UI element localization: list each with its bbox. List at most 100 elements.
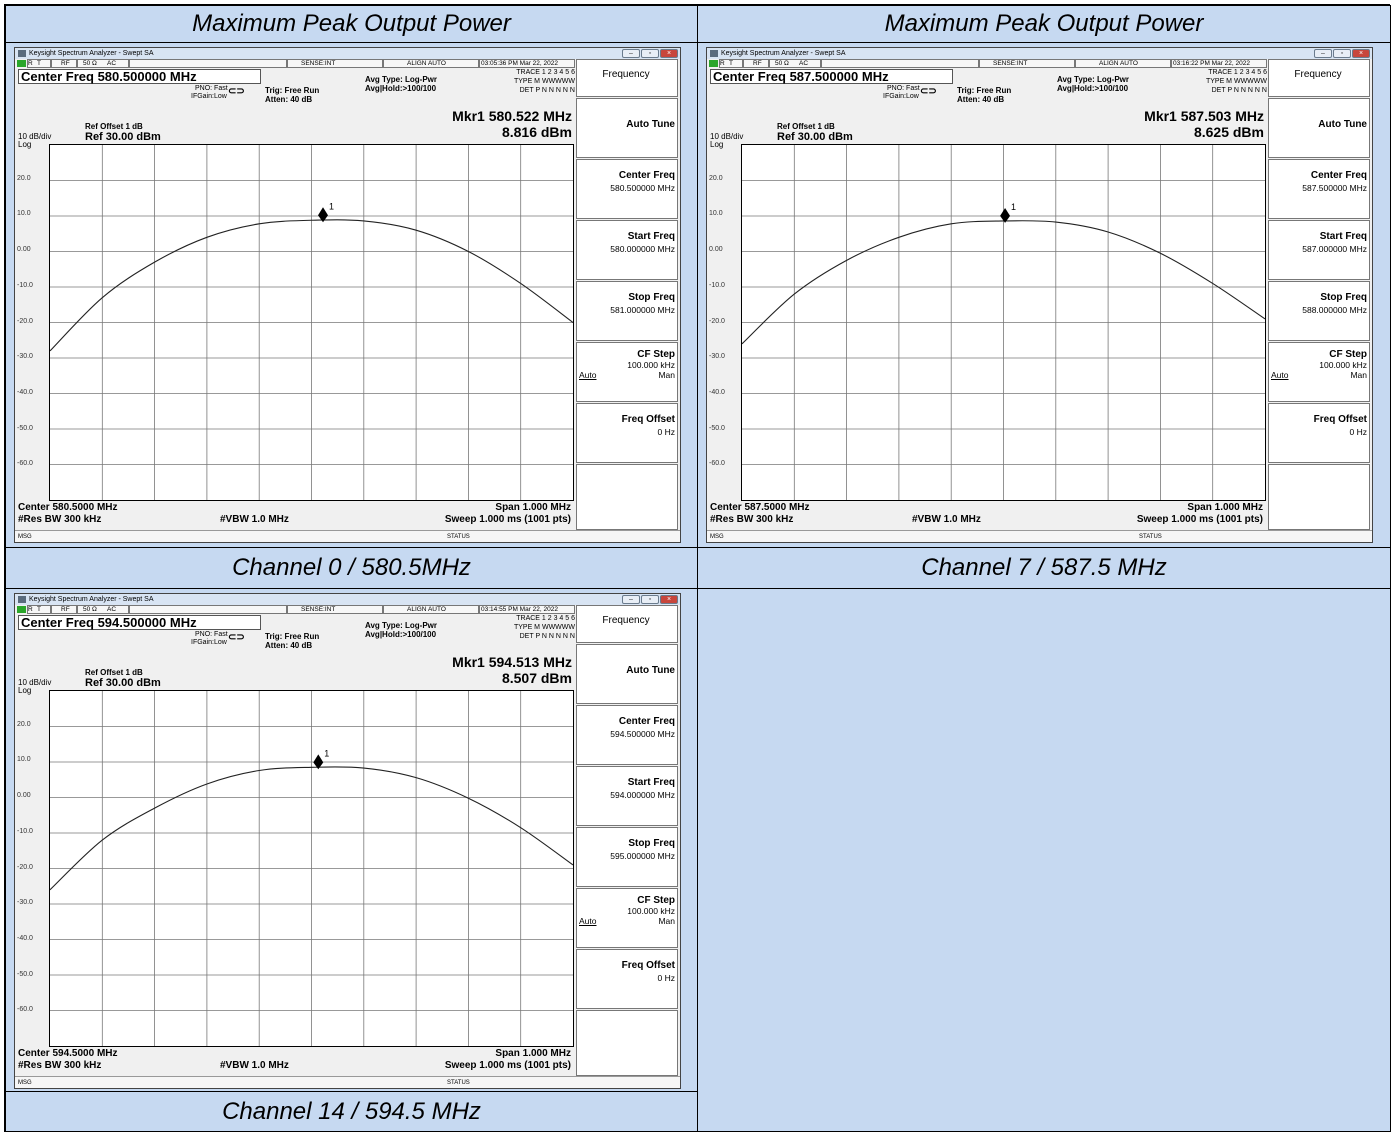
caption-ch7: Channel 7 / 587.5 MHz <box>697 547 1391 589</box>
y-tick-label: 10.0 <box>709 210 723 218</box>
minimize-button[interactable]: – <box>1314 49 1332 58</box>
softkey-panel: Frequency Auto Tune Center Freq 580.50000… <box>576 59 680 531</box>
softkey-start-freq[interactable]: Start Freq 594.000000 MHz <box>576 766 678 826</box>
vbw: #VBW 1.0 MHz <box>220 514 289 525</box>
timestamp: 03:16:22 PM Mar 22, 2022 <box>1173 60 1250 67</box>
marker-amplitude: 8.507 dBm <box>501 670 572 686</box>
softkey-panel: Frequency Auto Tune Center Freq 587.50000… <box>1268 59 1372 531</box>
status-impedance: 50 Ω <box>83 606 97 613</box>
close-button[interactable]: × <box>660 49 678 58</box>
start-freq-value: 580.000000 MHz <box>610 244 675 254</box>
softkey-freq-offset[interactable]: Freq Offset 0 Hz <box>576 949 678 1009</box>
cf-man-option[interactable]: Man <box>1350 370 1367 380</box>
softkey-freq-offset[interactable]: Freq Offset 0 Hz <box>1268 403 1370 463</box>
status-r: R <box>720 60 725 67</box>
softkey-stop-freq[interactable]: Stop Freq 595.000000 MHz <box>576 827 678 887</box>
softkey-cf-step[interactable]: CF Step 100.000 kHz Auto Man <box>576 888 678 948</box>
ifgain: IFGain:Low <box>191 93 227 100</box>
softkey-auto-tune[interactable]: Auto Tune <box>576 644 678 704</box>
log-scale: Log <box>710 140 724 149</box>
ifgain: IFGain:Low <box>883 93 919 100</box>
minimize-button[interactable]: – <box>622 595 640 604</box>
cf-step-value: 100.000 kHz <box>1319 360 1367 370</box>
y-tick-label: 20.0 <box>17 174 31 182</box>
status-t: T <box>729 60 733 67</box>
status-sense: SENSE:INT <box>301 60 336 67</box>
softkey-panel: Frequency Auto Tune Center Freq 594.50000… <box>576 605 680 1077</box>
cf-man-option[interactable]: Man <box>658 916 675 926</box>
cf-auto-option[interactable]: Auto <box>579 916 597 926</box>
auto-tune-label: Auto Tune <box>1318 119 1367 130</box>
cf-step-label: CF Step <box>637 349 675 360</box>
status-rf: RF <box>61 606 70 613</box>
softkey-center-freq[interactable]: Center Freq 580.500000 MHz <box>576 159 678 219</box>
screen-cell-ch14: Keysight Spectrum Analyzer - Swept SA – … <box>5 588 698 1092</box>
start-freq-value: 594.000000 MHz <box>610 790 675 800</box>
maximize-button[interactable]: ▫ <box>1333 49 1351 58</box>
caption-ch14: Channel 14 / 594.5 MHz <box>5 1091 698 1132</box>
ref-offset: Ref Offset 1 dB <box>85 122 143 131</box>
y-tick-label: -50.0 <box>709 424 725 432</box>
minimize-button[interactable]: – <box>622 49 640 58</box>
softkey-freq-offset[interactable]: Freq Offset 0 Hz <box>576 403 678 463</box>
center-freq-label: Center Freq <box>1310 170 1367 181</box>
start-freq-label: Start Freq <box>627 777 675 788</box>
softkey-frequency[interactable]: Frequency <box>1268 59 1370 97</box>
softkey-cf-step[interactable]: CF Step 100.000 kHz Auto Man <box>1268 342 1370 402</box>
marker-1-label: 1 <box>329 201 334 211</box>
avg-type: Avg Type: Log-Pwr <box>365 621 437 630</box>
softkey-auto-tune[interactable]: Auto Tune <box>576 98 678 158</box>
status-bar: R T RF 50 Ω AC SENSE:INT ALIGN AUTO 03:1… <box>707 59 1265 68</box>
softkey-stop-freq[interactable]: Stop Freq 588.000000 MHz <box>1268 281 1370 341</box>
softkey-center-freq[interactable]: Center Freq 587.500000 MHz <box>1268 159 1370 219</box>
status-coupling: AC <box>799 60 809 67</box>
stop-freq-value: 595.000000 MHz <box>610 851 675 861</box>
marker-frequency: Mkr1 580.522 MHz <box>452 108 572 124</box>
center-freq-readout: Center Freq 594.500000 MHz <box>18 615 261 630</box>
close-button[interactable]: × <box>1352 49 1370 58</box>
spectrum-analyzer-window-1: Keysight Spectrum Analyzer - Swept SA – … <box>706 47 1373 543</box>
softkey-stop-freq[interactable]: Stop Freq 581.000000 MHz <box>576 281 678 341</box>
center-freq-label: Center Freq <box>618 716 675 727</box>
stop-freq-value: 588.000000 MHz <box>1302 305 1367 315</box>
marker-1-diamond <box>318 207 328 223</box>
spectrum-plot: 1 <box>49 144 574 501</box>
status-impedance: 50 Ω <box>83 60 97 67</box>
softkey-auto-tune[interactable]: Auto Tune <box>1268 98 1370 158</box>
stop-freq-value: 581.000000 MHz <box>610 305 675 315</box>
softkey-start-freq[interactable]: Start Freq 587.000000 MHz <box>1268 220 1370 280</box>
det-row: DET P N N N N N <box>1211 87 1267 94</box>
vbw: #VBW 1.0 MHz <box>912 514 981 525</box>
cf-auto-option[interactable]: Auto <box>1271 370 1289 380</box>
marker-readout: Mkr1 587.503 MHz 8.625 dBm <box>1144 108 1264 140</box>
scale-div: 10 dB/div <box>710 132 744 141</box>
y-tick-label: -20.0 <box>709 317 725 325</box>
softkey-cf-step[interactable]: CF Step 100.000 kHz Auto Man <box>576 342 678 402</box>
ref-offset: Ref Offset 1 dB <box>777 122 835 131</box>
softkey-frequency[interactable]: Frequency <box>576 605 678 643</box>
trace-info: TRACE 1 2 3 4 5 6 TYPE M WWWWW DET P N N… <box>503 68 575 95</box>
cf-man-option[interactable]: Man <box>658 370 675 380</box>
sweep: Sweep 1.000 ms (1001 pts) <box>444 514 571 525</box>
message-bar: MSG STATUS <box>707 530 1372 542</box>
softkey-center-freq[interactable]: Center Freq 594.500000 MHz <box>576 705 678 765</box>
type-row: TYPE M WWWWW <box>513 624 575 631</box>
avg-type: Avg Type: Log-Pwr <box>365 75 437 84</box>
auto-tune-label: Auto Tune <box>626 665 675 676</box>
maximize-button[interactable]: ▫ <box>641 595 659 604</box>
trig-icon: ⊂⊃ <box>920 86 937 97</box>
window-title: Keysight Spectrum Analyzer - Swept SA <box>29 596 154 603</box>
softkey-start-freq[interactable]: Start Freq 580.000000 MHz <box>576 220 678 280</box>
scale-div: 10 dB/div <box>18 678 52 687</box>
close-button[interactable]: × <box>660 595 678 604</box>
atten: Atten: 40 dB <box>957 95 1005 104</box>
softkey-frequency[interactable]: Frequency <box>576 59 678 97</box>
message-bar: MSG STATUS <box>15 530 680 542</box>
trace-info: TRACE 1 2 3 4 5 6 TYPE M WWWWW DET P N N… <box>1195 68 1267 95</box>
ref-level: Ref 30.00 dBm <box>85 131 161 143</box>
cf-auto-option[interactable]: Auto <box>579 370 597 380</box>
softkey-frequency-label: Frequency <box>1294 69 1342 80</box>
maximize-button[interactable]: ▫ <box>641 49 659 58</box>
start-freq-label: Start Freq <box>627 231 675 242</box>
res-bw: #Res BW 300 kHz <box>18 1060 102 1071</box>
